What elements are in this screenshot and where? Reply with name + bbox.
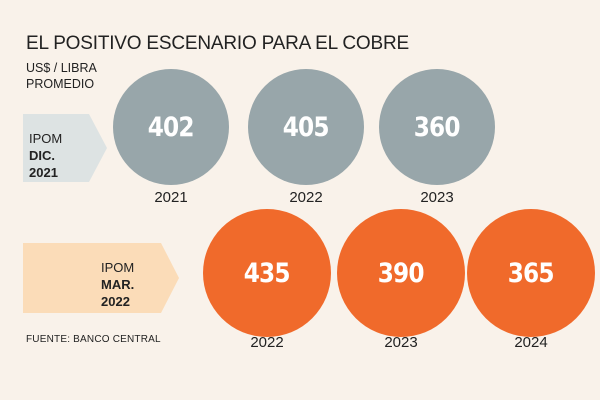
year-label: 2022 bbox=[250, 334, 284, 351]
unit-line-1: US$ / LIBRA bbox=[26, 61, 97, 75]
bubble-value: 360 bbox=[414, 111, 461, 143]
bubble-value: 435 bbox=[244, 257, 291, 289]
chart-title: EL POSITIVO ESCENARIO PARA EL COBRE bbox=[26, 33, 409, 54]
series-tag-line-2: MAR. 2022 bbox=[101, 277, 135, 309]
bubble-value: 365 bbox=[508, 257, 555, 289]
bubble-value: 390 bbox=[378, 257, 425, 289]
unit-label: US$ / LIBRA PROMEDIO bbox=[26, 60, 97, 92]
bubble-2021: 402 bbox=[113, 69, 229, 185]
series-tag-line-2: DIC. 2021 bbox=[29, 148, 58, 180]
bubble-2024: 365 bbox=[467, 209, 595, 337]
bubble-2022: 405 bbox=[248, 69, 364, 185]
year-label: 2022 bbox=[289, 189, 323, 206]
bubble-2023: 390 bbox=[337, 209, 465, 337]
year-label: 2023 bbox=[384, 334, 418, 351]
year-label: 2024 bbox=[514, 334, 548, 351]
bubble-value: 405 bbox=[283, 111, 330, 143]
bubble-2023: 360 bbox=[379, 69, 495, 185]
source-note: FUENTE: BANCO CENTRAL bbox=[26, 334, 161, 345]
unit-line-2: PROMEDIO bbox=[26, 77, 95, 91]
year-label: 2023 bbox=[420, 189, 454, 206]
bubble-value: 402 bbox=[148, 111, 195, 143]
series-tag-shape bbox=[23, 243, 179, 313]
series-tag-shape bbox=[23, 114, 107, 182]
year-label: 2021 bbox=[154, 189, 188, 206]
bubble-2022: 435 bbox=[203, 209, 331, 337]
series-tag-line-1: IPOM bbox=[29, 131, 63, 146]
series-tag-line-1: IPOM bbox=[101, 260, 135, 275]
